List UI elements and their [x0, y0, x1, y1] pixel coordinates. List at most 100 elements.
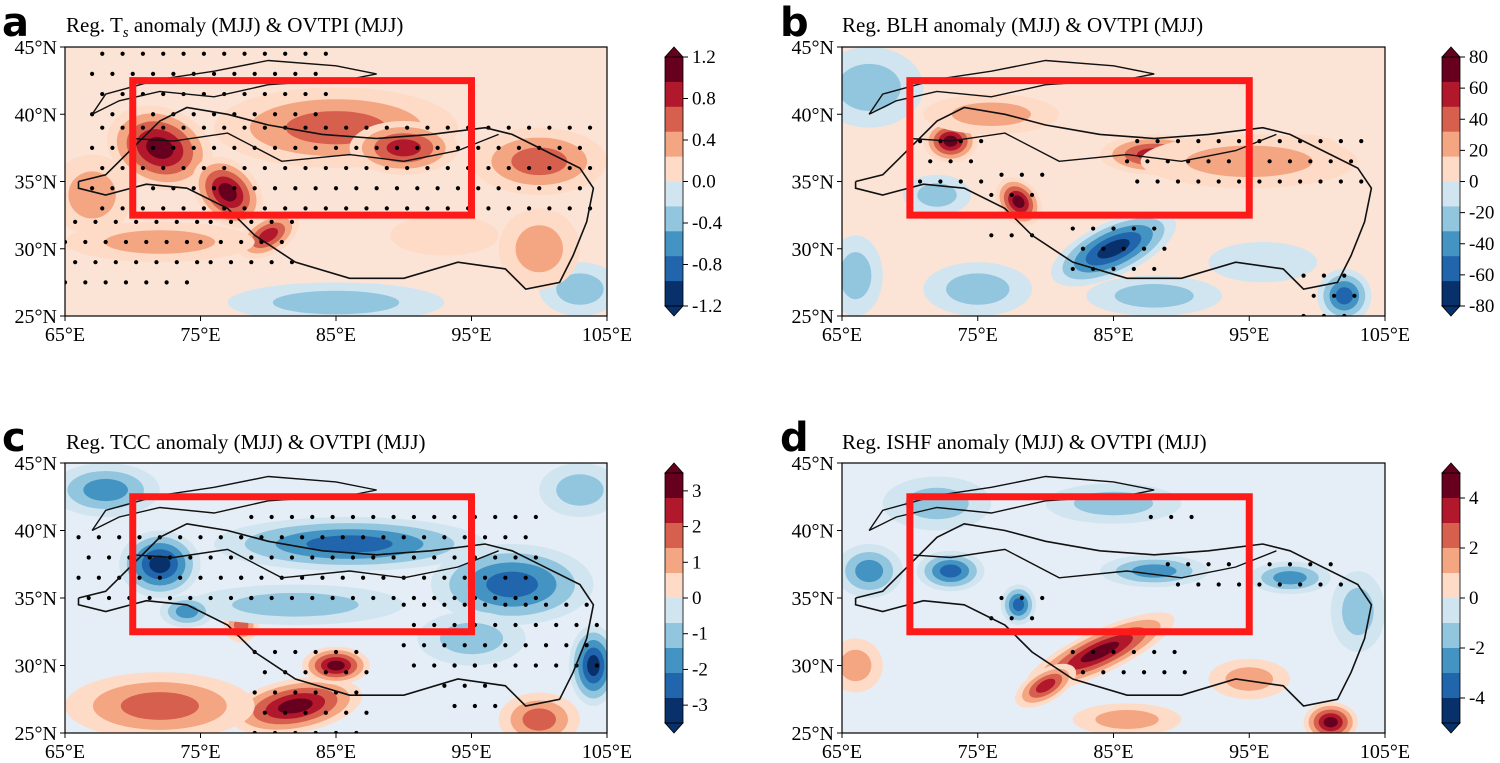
colorbar-segment	[1442, 498, 1460, 524]
significance-dot	[73, 260, 78, 265]
contour-blob	[175, 604, 199, 619]
significance-dot	[1121, 670, 1126, 675]
significance-dot	[1040, 172, 1045, 177]
significance-dot	[73, 219, 78, 224]
significance-dot	[364, 710, 369, 715]
significance-dot	[181, 165, 186, 171]
significance-dot	[374, 186, 379, 191]
significance-dot	[100, 165, 105, 171]
significance-dot	[1236, 139, 1242, 144]
significance-dot	[344, 670, 349, 675]
panel-b-colorbar: 80 60 40 20 0 -20 -40 -60 -80	[1441, 46, 1494, 317]
significance-dot	[452, 663, 457, 668]
colorbar-tick-label: -80	[1469, 296, 1494, 317]
significance-dot	[293, 649, 298, 655]
significance-dot	[110, 112, 115, 117]
contour-blob	[120, 692, 199, 720]
significance-dot	[513, 595, 518, 601]
significance-dot	[1175, 139, 1181, 144]
significance-dot	[421, 643, 427, 648]
significance-dot	[140, 51, 146, 56]
significance-dot	[211, 186, 217, 191]
significance-dot	[381, 575, 386, 580]
significance-dot	[154, 260, 159, 265]
significance-dot	[222, 125, 227, 130]
significance-dot	[1080, 670, 1086, 675]
colorbar-segment	[665, 281, 683, 307]
significance-dot	[1162, 246, 1167, 251]
significance-dot	[157, 575, 162, 580]
significance-dot	[917, 139, 923, 144]
colorbar-segment	[665, 648, 683, 674]
significance-dot	[239, 535, 244, 540]
contour-blob	[232, 592, 359, 617]
significance-dot	[482, 535, 488, 540]
significance-dot	[493, 555, 498, 560]
significance-dot	[283, 710, 288, 715]
significance-dot	[90, 71, 95, 76]
significance-dot	[425, 165, 430, 171]
significance-dot	[242, 51, 247, 56]
significance-dot	[523, 643, 528, 648]
significance-dot	[1009, 616, 1014, 621]
colorbar-tick-label: 60	[1469, 78, 1488, 99]
colorbar-tick-label: 4	[1469, 488, 1479, 509]
x-tick-label: 105°E	[582, 324, 632, 346]
significance-dot	[344, 710, 349, 715]
significance-dot	[293, 112, 298, 117]
significance-dot	[262, 125, 267, 130]
basin-outline	[132, 548, 499, 579]
panel-a-colorbar: 1.2 0.8 0.4 0.0 -0.4 -0.8 -1.2	[664, 46, 723, 317]
significance-dot	[1226, 562, 1231, 567]
x-tick-label: 85°E	[316, 741, 356, 763]
significance-dot	[178, 575, 183, 580]
significance-dot	[979, 139, 984, 144]
colorbar-tick-label: -20	[1469, 203, 1494, 224]
significance-dot	[310, 514, 315, 520]
significance-dot	[442, 683, 447, 688]
contour-blob	[1131, 564, 1177, 578]
x-tick-label: 85°E	[316, 324, 356, 346]
significance-dot	[1175, 179, 1181, 184]
significance-dot	[1070, 649, 1075, 655]
significance-dot	[272, 112, 278, 117]
significance-dot	[928, 159, 933, 164]
significance-dot	[252, 112, 257, 117]
significance-dot	[313, 186, 318, 191]
significance-dot	[493, 622, 498, 628]
significance-dot	[100, 206, 105, 211]
contour-blob	[306, 535, 393, 553]
contour-blob	[146, 136, 174, 159]
significance-dot	[1080, 246, 1086, 251]
significance-dot	[272, 649, 278, 655]
significance-dot	[384, 125, 389, 130]
significance-dot	[269, 555, 274, 560]
significance-dot	[232, 71, 237, 76]
contour-blob	[1342, 587, 1374, 636]
significance-dot	[1019, 172, 1024, 177]
significance-dot	[184, 280, 190, 285]
colorbar-segment	[665, 573, 683, 599]
significance-dot	[340, 575, 345, 580]
colorbar-segment	[665, 57, 683, 83]
significance-dot	[178, 535, 183, 540]
panel-c-title: Reg. TCC anomaly (MJJ) & OVTPI (MJJ)	[66, 430, 426, 454]
significance-dot	[150, 145, 156, 150]
contour-blob	[515, 225, 563, 273]
colorbar-segment	[665, 473, 683, 499]
significance-dot	[150, 186, 156, 191]
significance-dot	[526, 206, 532, 211]
significance-dot	[999, 172, 1004, 177]
significance-dot	[279, 535, 284, 540]
significance-dot	[384, 206, 389, 211]
significance-dot	[303, 670, 308, 675]
significance-dot	[503, 643, 508, 648]
significance-dot	[259, 575, 264, 580]
colorbar-tick-label: -3	[692, 695, 708, 716]
significance-dot	[340, 535, 345, 540]
panel-b-letter: b	[780, 0, 809, 46]
significance-dot	[425, 125, 430, 130]
significance-dot	[110, 71, 115, 76]
significance-dot	[557, 186, 562, 191]
region-box	[129, 493, 475, 636]
